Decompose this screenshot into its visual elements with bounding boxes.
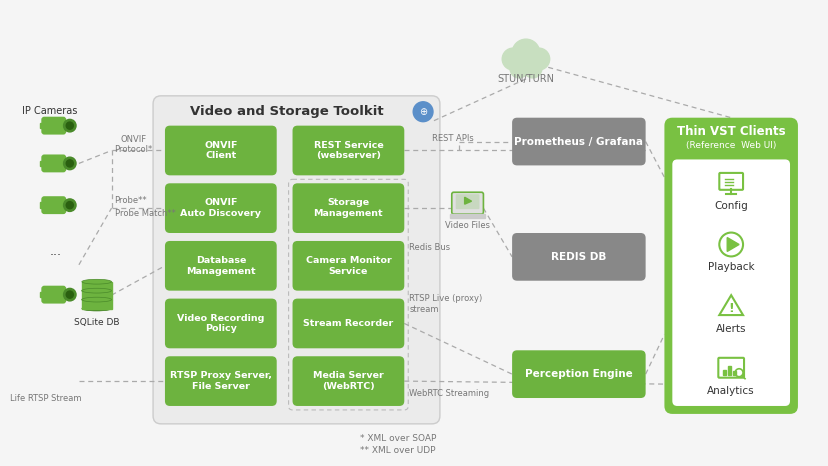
- FancyBboxPatch shape: [512, 233, 645, 281]
- Text: Perception Engine: Perception Engine: [524, 369, 632, 379]
- Text: Config: Config: [714, 201, 747, 211]
- Text: Video Files: Video Files: [445, 220, 489, 230]
- Text: Video Recording
Policy: Video Recording Policy: [177, 314, 264, 333]
- FancyBboxPatch shape: [165, 183, 277, 233]
- Circle shape: [64, 119, 76, 132]
- Text: Probe Match**: Probe Match**: [114, 209, 176, 218]
- Text: ONVIF
Client: ONVIF Client: [204, 141, 238, 160]
- Text: Probe**: Probe**: [114, 196, 147, 205]
- Text: RTSP Proxy Server,
File Server: RTSP Proxy Server, File Server: [170, 371, 272, 391]
- Ellipse shape: [82, 288, 112, 293]
- Circle shape: [512, 39, 539, 67]
- Polygon shape: [464, 197, 471, 204]
- Text: Alerts: Alerts: [715, 324, 745, 334]
- Text: Analytics: Analytics: [706, 385, 754, 396]
- Text: REDIS DB: REDIS DB: [551, 252, 606, 262]
- Bar: [722, 370, 724, 375]
- Bar: [82, 300, 112, 308]
- Ellipse shape: [82, 297, 112, 302]
- Circle shape: [509, 60, 527, 78]
- FancyBboxPatch shape: [165, 356, 277, 406]
- Circle shape: [64, 157, 76, 170]
- Circle shape: [66, 202, 73, 209]
- FancyBboxPatch shape: [41, 196, 66, 214]
- Circle shape: [64, 199, 76, 212]
- Bar: [727, 366, 729, 375]
- FancyBboxPatch shape: [451, 192, 483, 214]
- Text: Redis Bus: Redis Bus: [409, 243, 450, 252]
- FancyBboxPatch shape: [165, 241, 277, 291]
- Circle shape: [523, 60, 542, 78]
- Bar: [40, 203, 41, 208]
- FancyBboxPatch shape: [41, 286, 66, 303]
- Text: Media Server
(WebRTC): Media Server (WebRTC): [313, 371, 383, 391]
- Text: Camera Monitor
Service: Camera Monitor Service: [306, 256, 391, 275]
- FancyBboxPatch shape: [292, 299, 404, 348]
- Ellipse shape: [82, 297, 112, 302]
- Polygon shape: [726, 238, 739, 252]
- FancyBboxPatch shape: [153, 96, 440, 424]
- Text: SQLite DB: SQLite DB: [74, 318, 119, 327]
- Text: REST APIs: REST APIs: [431, 134, 473, 143]
- Text: Video and Storage Toolkit: Video and Storage Toolkit: [190, 105, 383, 118]
- Bar: [450, 214, 485, 218]
- Text: Playback: Playback: [707, 262, 753, 272]
- Text: REST Service
(webserver): REST Service (webserver): [313, 141, 383, 160]
- Text: Database
Management: Database Management: [185, 256, 255, 275]
- FancyBboxPatch shape: [292, 126, 404, 175]
- Bar: [40, 161, 41, 166]
- FancyBboxPatch shape: [165, 126, 277, 175]
- FancyBboxPatch shape: [663, 118, 797, 414]
- FancyBboxPatch shape: [165, 299, 277, 348]
- Ellipse shape: [82, 288, 112, 293]
- Text: ONVIF
Auto Discovery: ONVIF Auto Discovery: [181, 199, 261, 218]
- Text: Life RTSP Stream: Life RTSP Stream: [9, 394, 81, 403]
- FancyBboxPatch shape: [41, 154, 66, 172]
- FancyBboxPatch shape: [672, 159, 789, 406]
- Text: Prometheus / Grafana: Prometheus / Grafana: [513, 137, 643, 146]
- FancyBboxPatch shape: [512, 118, 645, 165]
- Text: ⊕: ⊕: [418, 107, 426, 116]
- Bar: [82, 291, 112, 300]
- Bar: [40, 292, 41, 297]
- Circle shape: [527, 48, 549, 70]
- Circle shape: [66, 160, 73, 167]
- Circle shape: [66, 291, 73, 298]
- Bar: [40, 123, 41, 128]
- FancyBboxPatch shape: [292, 241, 404, 291]
- Text: STUN/TURN: STUN/TURN: [497, 74, 554, 84]
- Text: IP Cameras: IP Cameras: [22, 106, 77, 116]
- FancyBboxPatch shape: [512, 350, 645, 398]
- Text: Stream Recorder: Stream Recorder: [303, 319, 393, 328]
- Text: Thin VST Clients: Thin VST Clients: [676, 125, 785, 138]
- Circle shape: [502, 48, 523, 70]
- Circle shape: [412, 102, 432, 122]
- Text: ONVIF
Protocol*: ONVIF Protocol*: [114, 135, 152, 154]
- Text: !: !: [728, 302, 733, 315]
- Text: ** XML over UDP: ** XML over UDP: [359, 445, 435, 455]
- Text: ...: ...: [49, 246, 61, 258]
- FancyBboxPatch shape: [41, 116, 66, 135]
- FancyBboxPatch shape: [455, 194, 479, 209]
- Text: * XML over SOAP: * XML over SOAP: [359, 434, 436, 443]
- Text: RTSP Live (proxy)
stream: RTSP Live (proxy) stream: [409, 294, 482, 314]
- Circle shape: [66, 122, 73, 129]
- FancyBboxPatch shape: [292, 183, 404, 233]
- Bar: [82, 282, 112, 291]
- Text: WebRTC Streaming: WebRTC Streaming: [409, 389, 489, 398]
- FancyBboxPatch shape: [292, 356, 404, 406]
- Text: (Reference  Web UI): (Reference Web UI): [685, 141, 776, 150]
- Bar: [732, 371, 734, 375]
- Ellipse shape: [82, 306, 112, 311]
- Text: Storage
Management: Storage Management: [313, 199, 383, 218]
- Circle shape: [64, 288, 76, 301]
- Ellipse shape: [82, 279, 112, 284]
